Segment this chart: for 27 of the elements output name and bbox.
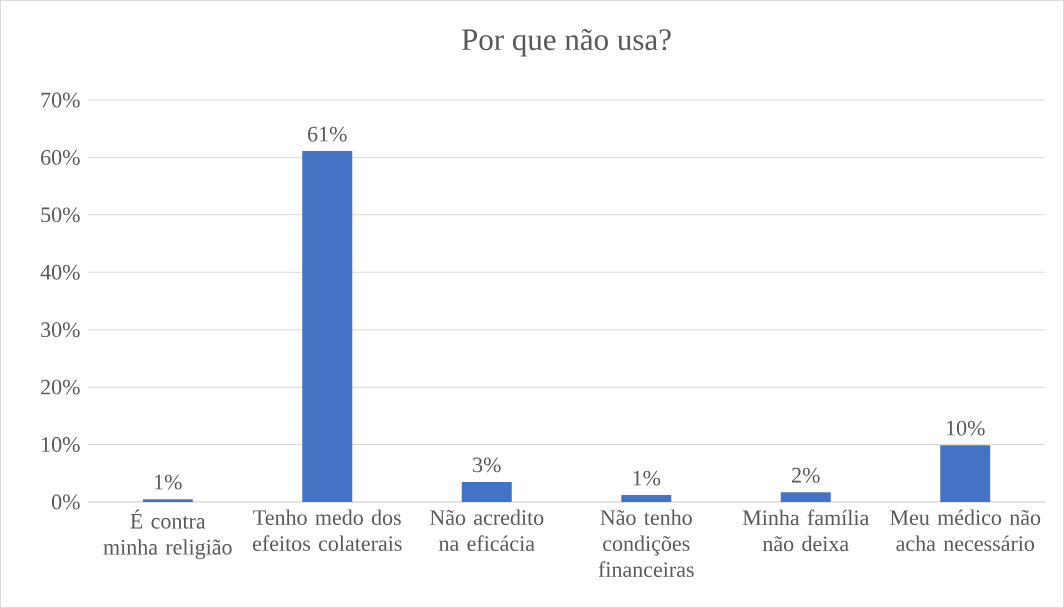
x-tick-label: Não acredito na eficácia bbox=[429, 509, 544, 552]
bar bbox=[780, 492, 831, 502]
bar bbox=[461, 481, 512, 502]
x-tick-label: É contra minha religião bbox=[103, 509, 232, 560]
data-label: 1% bbox=[155, 474, 182, 490]
data-label: 10% bbox=[947, 420, 985, 436]
bar bbox=[302, 151, 353, 502]
bar bbox=[142, 499, 193, 502]
y-tick-label: 30% bbox=[41, 322, 80, 338]
data-label: 61% bbox=[308, 126, 347, 142]
y-tick-label: 0% bbox=[51, 494, 80, 510]
y-tick-label: 50% bbox=[41, 207, 80, 223]
data-label: 3% bbox=[473, 457, 501, 473]
data-label: 1% bbox=[633, 470, 661, 486]
chart-title: Por que não usa? bbox=[461, 28, 671, 57]
x-tick-label: Tenho medo dos efeitos colaterais bbox=[252, 509, 402, 552]
x-tick-label: Meu médico não acha necessário bbox=[890, 509, 1041, 552]
y-tick-label: 20% bbox=[41, 379, 80, 395]
data-label: 2% bbox=[792, 467, 820, 483]
bar bbox=[621, 495, 672, 502]
y-tick-label: 10% bbox=[42, 437, 80, 453]
x-tick-label: Minha família não deixa bbox=[742, 509, 870, 552]
bar bbox=[940, 445, 991, 502]
x-tick-label: Não tenho condições financeiras bbox=[598, 509, 694, 578]
y-tick-label: 40% bbox=[40, 264, 80, 280]
y-tick-label: 60% bbox=[41, 149, 80, 165]
y-tick-label: 70% bbox=[41, 92, 80, 108]
